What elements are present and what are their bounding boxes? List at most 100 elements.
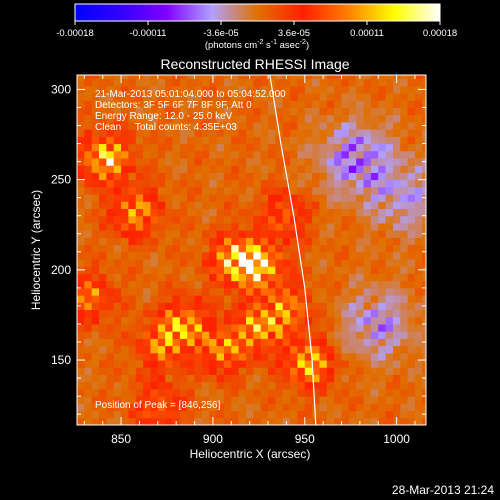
heatmap-cell [179, 75, 188, 80]
heatmap-cell [370, 309, 379, 318]
heatmap-cell [400, 367, 409, 375]
heatmap-cell [77, 273, 85, 282]
heatmap-cell [135, 165, 144, 173]
heatmap-cell [407, 338, 416, 347]
heatmap-cell [268, 273, 276, 282]
heatmap-cell [400, 251, 409, 260]
heatmap-cell [260, 237, 269, 246]
heatmap-cell [392, 259, 401, 267]
heatmap-cell [216, 93, 225, 101]
heatmap-cell [312, 323, 320, 332]
heatmap-cell [282, 78, 291, 87]
heatmap-cell [194, 295, 203, 303]
heatmap-cell [385, 396, 394, 404]
heatmap-cell [392, 172, 401, 181]
heatmap-cell [363, 388, 372, 397]
heatmap-cell [143, 75, 151, 80]
heatmap-cell [150, 251, 159, 260]
heatmap-cell [201, 75, 210, 80]
heatmap-cell [172, 388, 181, 397]
heatmap-cell [223, 172, 232, 181]
heatmap-cell [113, 114, 122, 123]
heatmap-cell [319, 114, 328, 123]
heatmap-cell [282, 208, 291, 217]
heatmap-cell [143, 129, 151, 137]
heatmap-cell [407, 345, 416, 354]
heatmap-cell [341, 280, 350, 289]
heatmap-cell [348, 230, 357, 238]
heatmap-cell [326, 266, 335, 274]
heatmap-cell [282, 381, 291, 390]
heatmap-cell [392, 165, 401, 173]
heatmap-cell [84, 259, 93, 267]
heatmap-cell [143, 396, 151, 404]
heatmap-cell [348, 280, 357, 289]
heatmap-cell [106, 396, 115, 404]
heatmap-cell [370, 201, 379, 210]
heatmap-cell [121, 222, 129, 231]
heatmap-cell [260, 323, 269, 332]
heatmap-cell [91, 78, 100, 87]
heatmap-cell [304, 266, 313, 274]
plot-frame [76, 74, 427, 426]
heatmap-cell [238, 316, 247, 325]
heatmap-cell [99, 410, 107, 419]
heatmap-cell [77, 244, 85, 253]
heatmap-cell [334, 360, 343, 368]
heatmap-cell [385, 107, 394, 116]
heatmap-cell [356, 302, 365, 311]
heatmap-cell [84, 179, 93, 188]
heatmap-cell [370, 114, 379, 123]
heatmap-cell [238, 114, 247, 123]
heatmap-cell [231, 323, 240, 332]
heatmap-cell [363, 157, 372, 166]
heatmap-cell [143, 417, 151, 425]
heatmap-cell [121, 194, 129, 202]
heatmap-cell [400, 75, 409, 80]
heatmap-cell [341, 143, 350, 152]
heatmap-cell [201, 352, 210, 361]
heatmap-cell [260, 360, 269, 368]
heatmap-cell [268, 215, 276, 224]
heatmap-cell [245, 259, 254, 267]
heatmap-cell [275, 244, 284, 253]
heatmap-cell [326, 345, 335, 354]
heatmap-cell [422, 273, 426, 282]
heatmap-cell [334, 302, 343, 311]
heatmap-cell [209, 273, 218, 282]
heatmap-cell [150, 367, 159, 375]
heatmap-cell [157, 367, 166, 375]
heatmap-cell [84, 208, 93, 217]
heatmap-cell [290, 165, 298, 173]
heatmap-cell [370, 403, 379, 412]
heatmap-cell [253, 280, 262, 289]
heatmap-cell [385, 186, 394, 195]
heatmap-cell [290, 93, 298, 101]
heatmap-cell [187, 338, 196, 347]
heatmap-cell [209, 388, 218, 397]
heatmap-cell [392, 295, 401, 303]
heatmap-cell [99, 396, 107, 404]
heatmap-cell [143, 208, 151, 217]
heatmap-cell [348, 417, 357, 425]
heatmap-cell [341, 381, 350, 390]
heatmap-cell [143, 331, 151, 339]
heatmap-cell [341, 78, 350, 87]
heatmap-cell [348, 287, 357, 296]
heatmap-cell [77, 129, 85, 137]
heatmap-cell [194, 287, 203, 296]
heatmap-cell [370, 157, 379, 166]
heatmap-cell [201, 136, 210, 145]
heatmap-cell [201, 194, 210, 202]
heatmap-cell [223, 309, 232, 318]
heatmap-cell [77, 396, 85, 404]
heatmap-cell [341, 129, 350, 137]
heatmap-cell [319, 287, 328, 296]
heatmap-cell [216, 114, 225, 123]
heatmap-cell [223, 114, 232, 123]
heatmap-cell [238, 410, 247, 419]
heatmap-cell [143, 360, 151, 368]
heatmap-cell [172, 338, 181, 347]
heatmap-cell [282, 165, 291, 173]
heatmap-cell [378, 374, 387, 383]
